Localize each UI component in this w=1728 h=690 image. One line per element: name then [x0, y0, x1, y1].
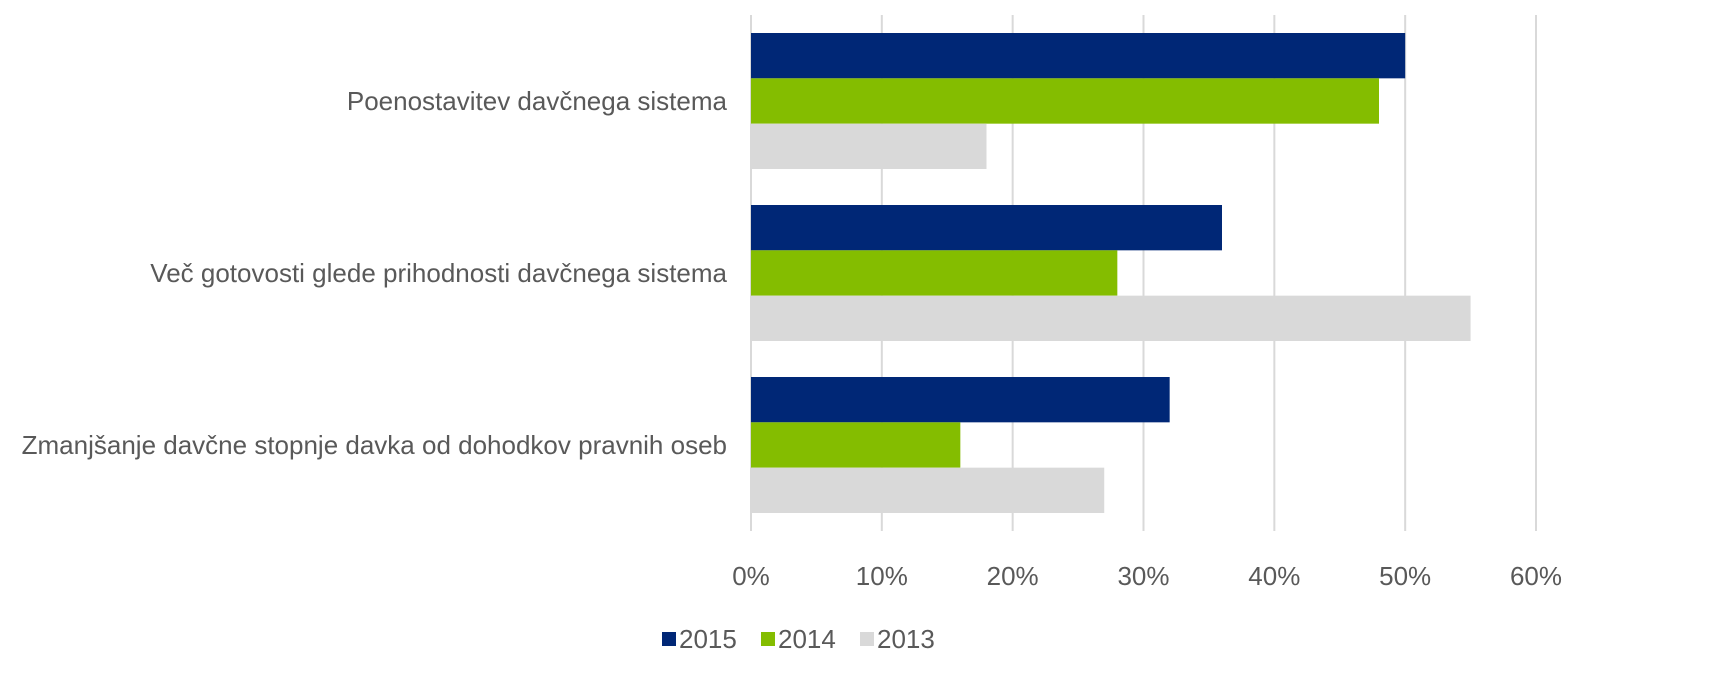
bar	[751, 377, 1170, 423]
x-tick-label: 0%	[732, 561, 770, 591]
x-tick-label: 30%	[1117, 561, 1169, 591]
legend-label: 2015	[679, 624, 737, 654]
x-tick-label: 50%	[1379, 561, 1431, 591]
legend-swatch	[761, 632, 775, 646]
legend-label: 2014	[778, 624, 836, 654]
bar	[751, 250, 1118, 296]
bar	[751, 123, 987, 169]
bar	[751, 205, 1222, 251]
legend-label: 2013	[877, 624, 935, 654]
y-tick-label: Več gotovosti glede prihodnosti davčnega…	[150, 257, 727, 288]
y-tick-label: Zmanjšanje davčne stopnje davka od dohod…	[21, 429, 727, 460]
bar	[751, 78, 1379, 124]
bar	[751, 33, 1406, 79]
x-tick-label: 20%	[987, 561, 1039, 591]
x-tick-label: 40%	[1248, 561, 1300, 591]
category-label-box: Zmanjšanje davčne stopnje davka od dohod…	[0, 385, 727, 505]
category-label-box: Poenostavitev davčnega sistema	[0, 41, 727, 161]
legend-swatch	[662, 632, 676, 646]
category-label-box: Več gotovosti glede prihodnosti davčnega…	[0, 213, 727, 333]
bar	[751, 467, 1105, 513]
y-tick-label: Poenostavitev davčnega sistema	[346, 85, 727, 116]
bar	[751, 295, 1471, 341]
legend-swatch	[860, 632, 874, 646]
x-tick-label: 10%	[856, 561, 908, 591]
x-tick-label: 60%	[1510, 561, 1562, 591]
bar	[751, 422, 961, 468]
